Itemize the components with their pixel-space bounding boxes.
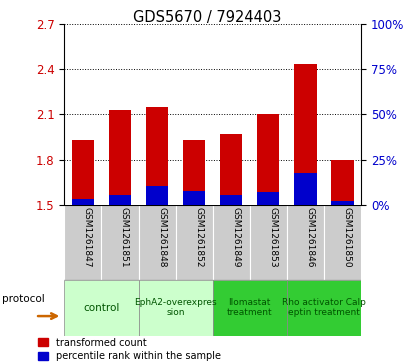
Bar [294, 65, 317, 205]
Bar [257, 114, 279, 205]
Bar [332, 160, 354, 205]
Bar [220, 195, 242, 205]
Bar [109, 110, 131, 205]
Text: GSM1261852: GSM1261852 [194, 207, 203, 268]
Bar [101, 205, 139, 280]
Bar [176, 205, 213, 280]
Bar [109, 195, 131, 205]
Bar [220, 134, 242, 205]
Legend: transformed count, percentile rank within the sample: transformed count, percentile rank withi… [38, 338, 220, 361]
Text: control: control [83, 303, 120, 313]
Bar [287, 205, 324, 280]
Bar [72, 199, 94, 205]
Text: GSM1261846: GSM1261846 [305, 207, 315, 268]
Bar [332, 201, 354, 205]
Text: Ilomastat
treatment: Ilomastat treatment [227, 298, 273, 317]
Bar [324, 205, 361, 280]
Bar [257, 192, 279, 205]
Text: GSM1261850: GSM1261850 [342, 207, 352, 268]
Bar [139, 280, 213, 336]
Text: GSM1261849: GSM1261849 [231, 207, 240, 268]
Bar [213, 205, 250, 280]
Bar [72, 140, 94, 205]
Bar [250, 205, 287, 280]
Text: GSM1261848: GSM1261848 [157, 207, 166, 268]
Bar [64, 280, 139, 336]
Text: GDS5670 / 7924403: GDS5670 / 7924403 [133, 10, 282, 25]
Text: GSM1261851: GSM1261851 [120, 207, 129, 268]
Bar [146, 107, 168, 205]
Bar [64, 205, 101, 280]
Text: Rho activator Calp
eptin treatment: Rho activator Calp eptin treatment [282, 298, 366, 317]
Bar [294, 174, 317, 205]
Bar [183, 140, 205, 205]
Text: GSM1261853: GSM1261853 [269, 207, 277, 268]
Bar [183, 191, 205, 205]
Bar [146, 186, 168, 205]
Text: protocol: protocol [2, 294, 45, 304]
Bar [139, 205, 176, 280]
Text: EphA2-overexpres
sion: EphA2-overexpres sion [134, 298, 217, 317]
Bar [213, 280, 287, 336]
Bar [287, 280, 361, 336]
Text: GSM1261847: GSM1261847 [83, 207, 92, 268]
